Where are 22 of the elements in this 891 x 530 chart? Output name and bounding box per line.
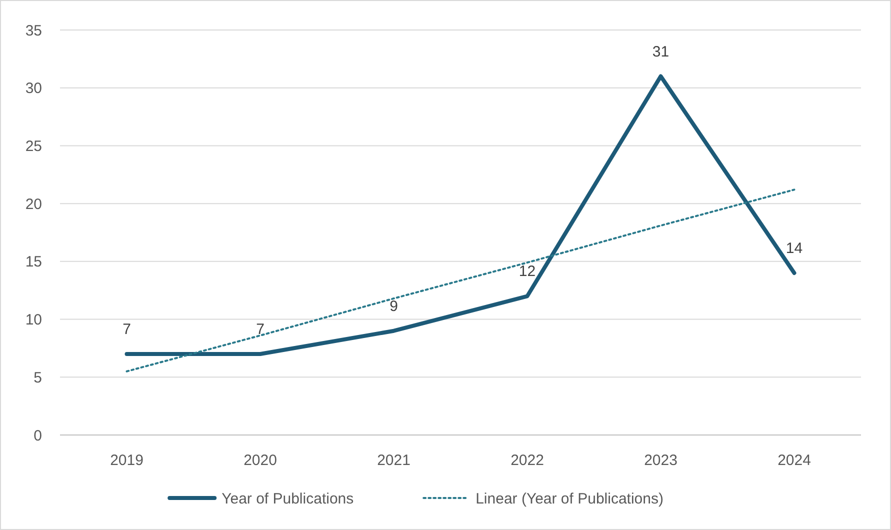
y-tick-label: 5 <box>34 369 42 386</box>
y-tick-label: 0 <box>34 427 42 444</box>
x-tick-label: 2022 <box>510 452 544 469</box>
x-tick-label: 2021 <box>377 452 410 469</box>
legend-label: Year of Publications <box>222 490 354 508</box>
y-tick-label: 15 <box>25 254 42 271</box>
y-tick-label: 30 <box>25 80 42 98</box>
y-tick-label: 35 <box>25 22 42 40</box>
x-tick-label: 2024 <box>778 452 811 469</box>
y-tick-label: 25 <box>25 138 42 155</box>
x-tick-label: 2020 <box>244 452 277 469</box>
x-tick-label: 2023 <box>644 452 678 469</box>
data-label: 7 <box>256 321 264 338</box>
data-label: 14 <box>786 240 803 257</box>
data-label: 12 <box>518 263 536 280</box>
y-tick-label: 20 <box>25 196 42 213</box>
x-tick-label: 2019 <box>110 452 144 469</box>
data-label: 7 <box>122 321 131 338</box>
y-tick-label: 10 <box>25 312 42 329</box>
data-label: 9 <box>390 298 398 315</box>
data-label: 31 <box>652 43 670 60</box>
legend-label: Linear (Year of Publications) <box>476 490 664 508</box>
